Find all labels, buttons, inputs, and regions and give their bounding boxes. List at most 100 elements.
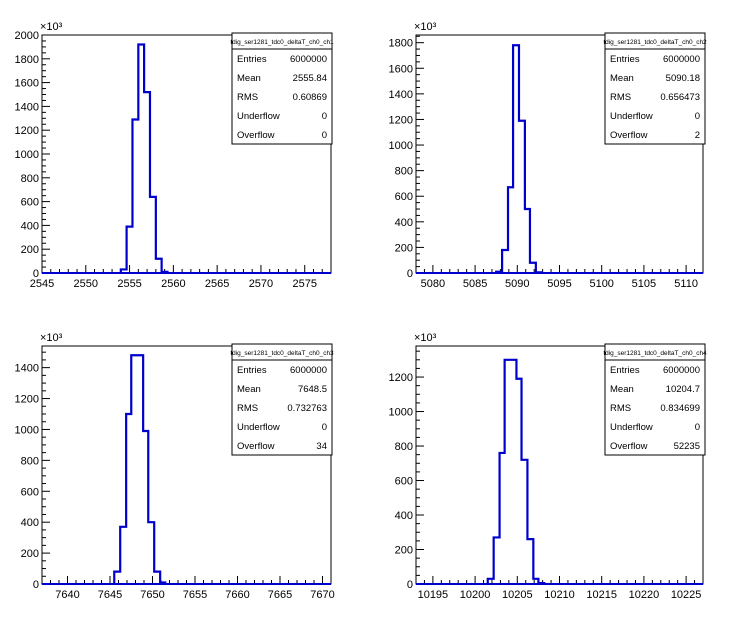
y-tick-label: 200: [395, 242, 413, 254]
stats-label: Mean: [610, 73, 634, 84]
y-tick-label: 2000: [15, 30, 39, 42]
y-tick-label: 600: [21, 486, 39, 498]
y-axis-exponent: ×10³: [40, 332, 63, 344]
histogram-title: tdig_ser1281_tdc0_deltaT_ch0_ch3: [230, 350, 334, 357]
stats-value: 0.732763: [287, 403, 327, 414]
histogram-outline: [486, 358, 546, 585]
y-tick-label: 600: [21, 197, 39, 209]
x-tick-label: 7660: [225, 589, 249, 601]
x-tick-label: 2545: [30, 278, 54, 290]
y-tick-label: 1000: [389, 140, 413, 152]
stats-label: Underflow: [610, 111, 653, 122]
stats-label: Overflow: [610, 441, 648, 452]
y-axis-exponent: ×10³: [414, 21, 437, 33]
y-tick-label: 1400: [389, 89, 413, 101]
stats-value: 2555.84: [293, 73, 327, 84]
y-tick-label: 800: [21, 455, 39, 467]
y-tick-label: 1800: [15, 54, 39, 66]
y-tick-label: 1000: [389, 407, 413, 419]
histogram-outline: [113, 354, 167, 584]
stats-value: 6000000: [290, 54, 327, 65]
stats-box-frame: [604, 32, 706, 145]
y-tick-label: 800: [21, 173, 39, 185]
stats-box-frame: [604, 343, 706, 456]
x-tick-label: 10205: [502, 589, 533, 601]
stats-value: 52235: [674, 441, 700, 452]
y-tick-label: 1400: [15, 101, 39, 113]
y-tick-label: 400: [395, 217, 413, 229]
y-axis-exponent: ×10³: [414, 332, 437, 344]
x-tick-label: 7670: [310, 589, 334, 601]
stats-value: 5090.18: [666, 73, 700, 84]
y-tick-label: 1200: [389, 372, 413, 384]
y-tick-label: 1200: [389, 114, 413, 126]
x-tick-label: 7645: [98, 589, 122, 601]
y-tick-label: 400: [21, 517, 39, 529]
stats-label: Overflow: [237, 441, 275, 452]
y-tick-label: 0: [33, 579, 39, 591]
stats-label: Entries: [237, 54, 267, 65]
stats-value: 6000000: [663, 54, 700, 65]
histogram-outline: [119, 43, 169, 273]
stats-label: Underflow: [237, 111, 280, 122]
x-tick-label: 10215: [586, 589, 617, 601]
x-tick-label: 10195: [418, 589, 449, 601]
y-tick-label: 1600: [389, 63, 413, 75]
histogram-panel-2: 5080 5085 5090 5095 5100 5105 5110 0 200 400 600 80…: [389, 21, 708, 290]
stats-label: Mean: [610, 384, 634, 395]
stats-label: Entries: [237, 365, 267, 376]
y-tick-label: 200: [21, 548, 39, 560]
x-tick-label: 5090: [505, 278, 529, 290]
stats-box-frame: [231, 343, 333, 456]
stats-label: RMS: [610, 92, 631, 103]
x-tick-label: 7640: [55, 589, 79, 601]
stats-label: RMS: [237, 403, 258, 414]
x-tick-label: 7655: [183, 589, 207, 601]
x-tick-label: 2565: [205, 278, 229, 290]
stats-value: 0: [322, 111, 327, 122]
x-tick-label: 5110: [674, 278, 698, 290]
x-tick-label: 2550: [74, 278, 98, 290]
y-tick-label: 1400: [15, 363, 39, 375]
stats-label: Entries: [610, 365, 640, 376]
histogram-title: tdig_ser1281_tdc0_deltaT_ch0_ch2: [603, 39, 707, 46]
y-axis-exponent: ×10³: [40, 21, 63, 33]
y-tick-label: 0: [407, 268, 413, 280]
stats-value: 0: [322, 130, 327, 141]
stats-value: 10204.7: [666, 384, 700, 395]
stats-value: 0.834699: [660, 403, 700, 414]
stats-value: 2: [695, 130, 700, 141]
x-tick-label: 10225: [671, 589, 702, 601]
stats-label: Underflow: [610, 422, 653, 433]
y-tick-label: 600: [395, 191, 413, 203]
y-tick-label: 600: [395, 476, 413, 488]
stats-label: Mean: [237, 384, 261, 395]
stats-box: tdig_ser1281_tdc0_deltaT_ch0_ch4 Entries 6…: [603, 343, 707, 456]
x-tick-label: 5095: [547, 278, 571, 290]
stats-value: 7648.5: [298, 384, 327, 395]
x-tick-label: 7650: [140, 589, 164, 601]
x-tick-label: 5105: [632, 278, 656, 290]
stats-box-frame: [231, 32, 333, 145]
y-tick-label: 800: [395, 441, 413, 453]
y-tick-label: 400: [395, 510, 413, 522]
stats-label: RMS: [610, 403, 631, 414]
histogram-outline: [495, 44, 543, 274]
y-tick-label: 1800: [389, 38, 413, 50]
stats-value: 0: [322, 422, 327, 433]
histogram-panel-1: 2545 2550 2555 2560 2565 2570 2575 0 200 400 600 80…: [15, 21, 335, 290]
histogram-panel-3: 7640 7645 7650 7655 7660 7665 7670 0 200 400 600 80…: [15, 332, 335, 601]
x-tick-label: 2575: [292, 278, 316, 290]
y-tick-label: 400: [21, 220, 39, 232]
histogram-title: tdig_ser1281_tdc0_deltaT_ch0_ch1: [230, 39, 334, 46]
stats-label: Entries: [610, 54, 640, 65]
histogram-bin: [511, 360, 517, 584]
x-tick-label: 2555: [117, 278, 141, 290]
stats-label: Overflow: [237, 130, 275, 141]
y-tick-label: 1600: [15, 78, 39, 90]
stats-label: RMS: [237, 92, 258, 103]
x-tick-label: 5080: [421, 278, 445, 290]
stats-label: Underflow: [237, 422, 280, 433]
x-tick-label: 2570: [249, 278, 273, 290]
